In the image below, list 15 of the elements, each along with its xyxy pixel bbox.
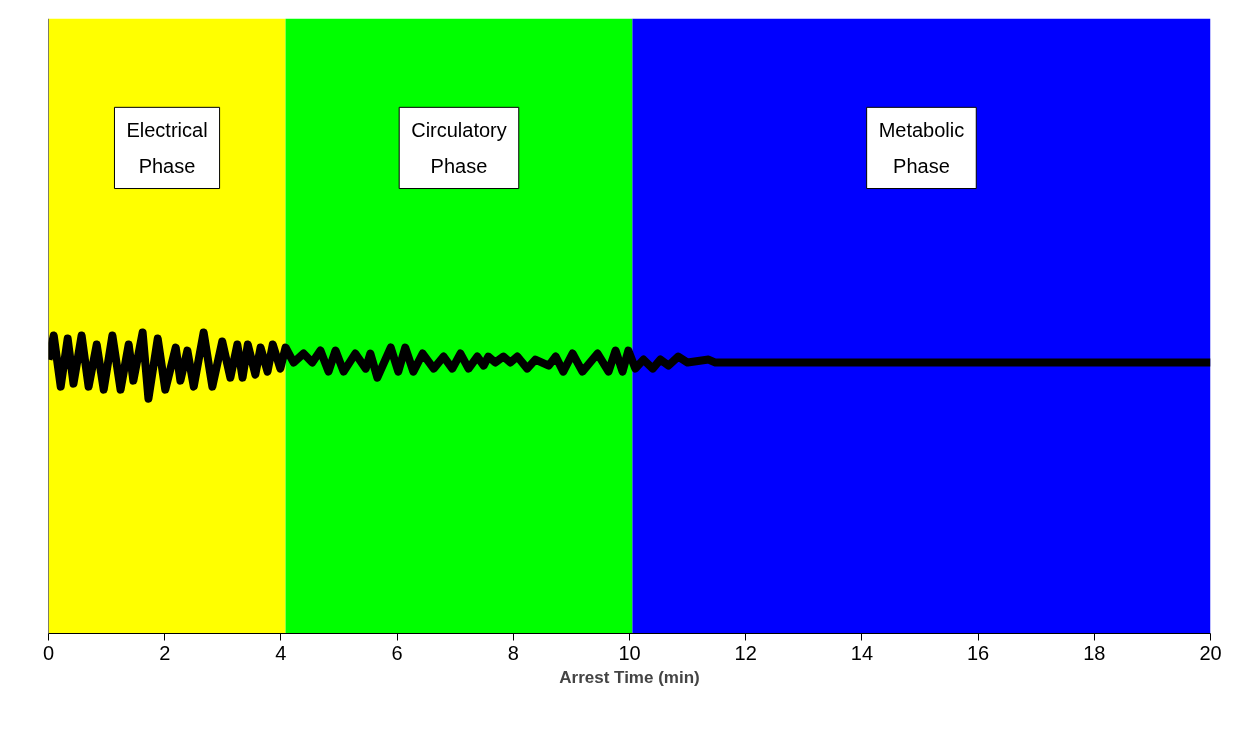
x-tick-label: 8 [507, 641, 519, 664]
band-label: Metabolic Phase [878, 119, 965, 177]
x-tick-label: 2 [159, 641, 171, 664]
x-tick-label: 20 [1199, 641, 1222, 664]
x-tick-label: 6 [391, 641, 403, 664]
x-tick-label: 16 [966, 641, 990, 664]
band-label: Electrical Phase [126, 119, 208, 177]
band-label: Circulatory Phase [411, 119, 507, 177]
x-axis-title: Arrest Time (min) [559, 667, 700, 687]
x-tick-label: 12 [734, 641, 757, 664]
x-tick-label: 4 [275, 641, 287, 664]
x-tick-label: 18 [1083, 641, 1106, 664]
x-tick-label: 10 [618, 641, 641, 664]
x-tick-label: 14 [850, 641, 874, 664]
x-tick-label: 0 [42, 641, 55, 664]
